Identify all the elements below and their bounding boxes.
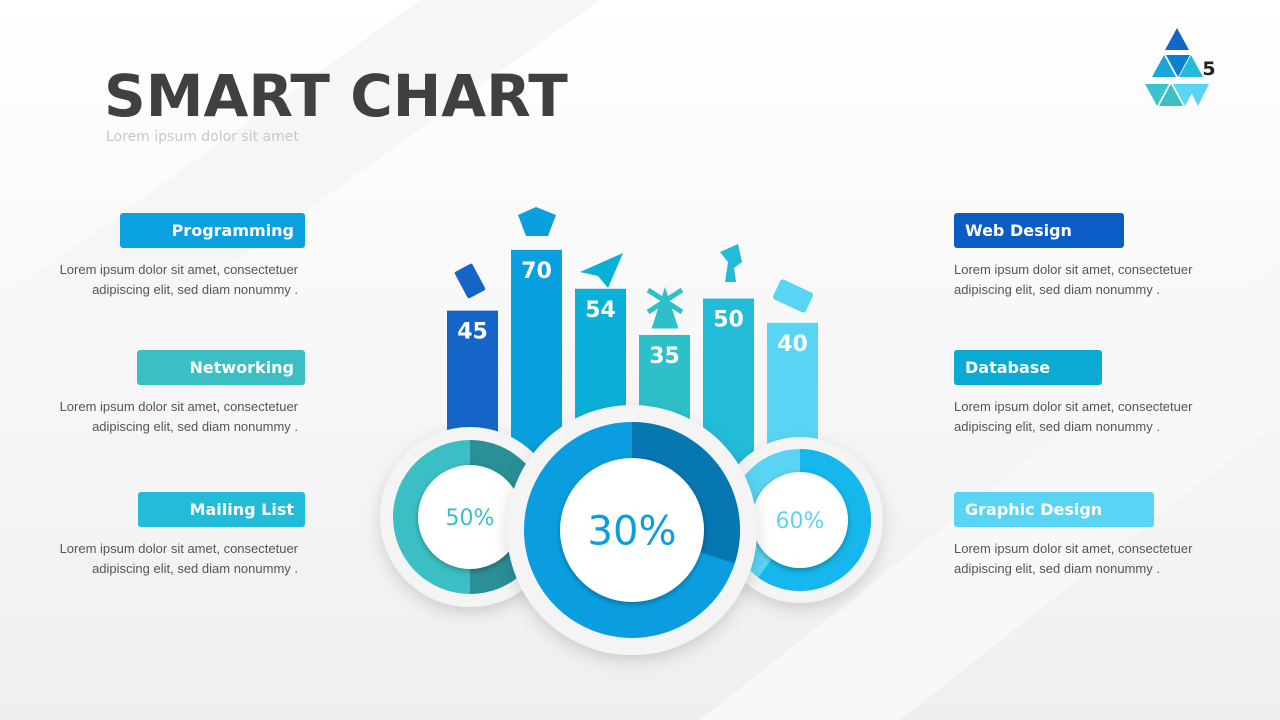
bar-value-label: 35 [649,344,680,369]
title: SMART CHART [104,62,568,130]
page-number: 5 [1202,58,1215,80]
item-label: Database [954,350,1103,385]
donut-label: 60% [776,509,825,534]
item-label: Graphic Design [954,492,1155,527]
bar-value-label: 54 [585,298,616,323]
item-text: Lorem ipsum dolor sit amet, consectetuer… [954,399,1193,434]
item-text: Lorem ipsum dolor sit amet, consectetuer… [954,541,1193,576]
bar-value-label: 45 [457,320,488,345]
donut-hole [560,458,704,602]
donut-hole [418,465,522,569]
decor [700,260,1280,720]
item-text: Lorem ipsum dolor sit amet, consectetuer… [59,399,298,434]
item-text: Lorem ipsum dolor sit amet, consectetuer… [954,262,1193,297]
donut-hole [752,472,848,568]
logo [1145,28,1209,106]
bar-value-label: 70 [521,259,552,284]
item-label: Web Design [954,213,1124,248]
item-text: Lorem ipsum dolor sit amet, consectetuer… [59,262,298,297]
item-label: Mailing List [137,492,305,527]
bar-value-label: 50 [713,308,744,333]
icons [454,207,813,329]
donut-charts: 50% 60% 30% [380,405,883,655]
bar-value-label: 40 [777,332,808,357]
item-text: Lorem ipsum dolor sit amet, consectetuer… [59,541,298,576]
donut-label: 30% [588,508,677,554]
item-label: Programming [119,213,305,248]
item-label: Networking [137,350,305,385]
subtitle: Lorem ipsum dolor sit amet [106,129,299,145]
donut-label: 50% [446,506,495,531]
